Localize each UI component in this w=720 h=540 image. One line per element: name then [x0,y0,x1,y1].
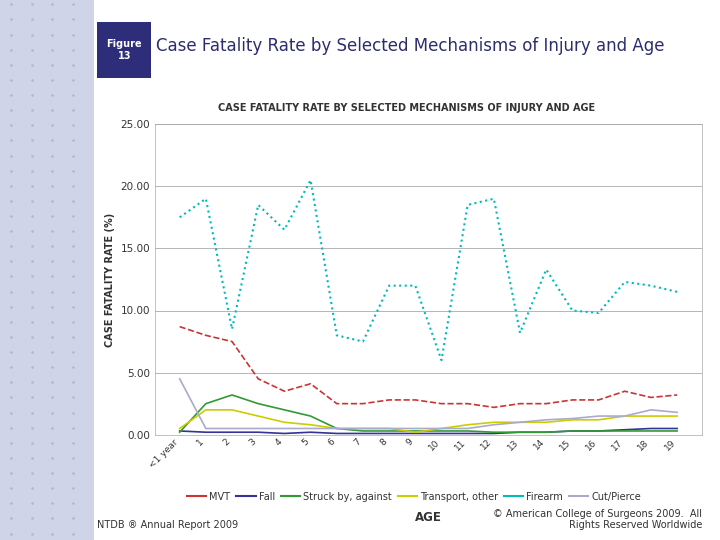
Text: NTDB ® Annual Report 2009: NTDB ® Annual Report 2009 [97,520,238,530]
Text: Figure
13: Figure 13 [107,39,142,61]
Text: © American College of Surgeons 2009.  All
Rights Reserved Worldwide: © American College of Surgeons 2009. All… [493,509,702,530]
Y-axis label: CASE FATALITY RATE (%): CASE FATALITY RATE (%) [104,212,114,347]
X-axis label: AGE: AGE [415,511,442,524]
Legend: MVT, Fall, Struck by, against, Transport, other, Firearm, Cut/Pierce: MVT, Fall, Struck by, against, Transport… [183,488,645,505]
Text: Case Fatality Rate by Selected Mechanisms of Injury and Age: Case Fatality Rate by Selected Mechanism… [156,37,665,55]
Text: CASE FATALITY RATE BY SELECTED MECHANISMS OF INJURY AND AGE: CASE FATALITY RATE BY SELECTED MECHANISM… [218,103,595,113]
